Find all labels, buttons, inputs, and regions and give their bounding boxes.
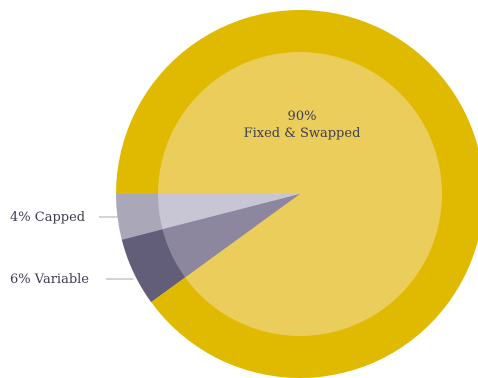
center-percent-label: 90% [288, 109, 317, 124]
center-name-label: Fixed & Swapped [244, 126, 361, 141]
leader-lines [99, 216, 134, 280]
slice-inner-capped [157, 194, 300, 230]
slice-inner-variable [162, 194, 300, 278]
pie-slices-inner-disc [157, 52, 442, 337]
slice-inner-fixed-swapped [158, 52, 442, 337]
label-variable: 6% Variable [10, 272, 89, 287]
label-capped: 4% Capped [10, 210, 85, 225]
